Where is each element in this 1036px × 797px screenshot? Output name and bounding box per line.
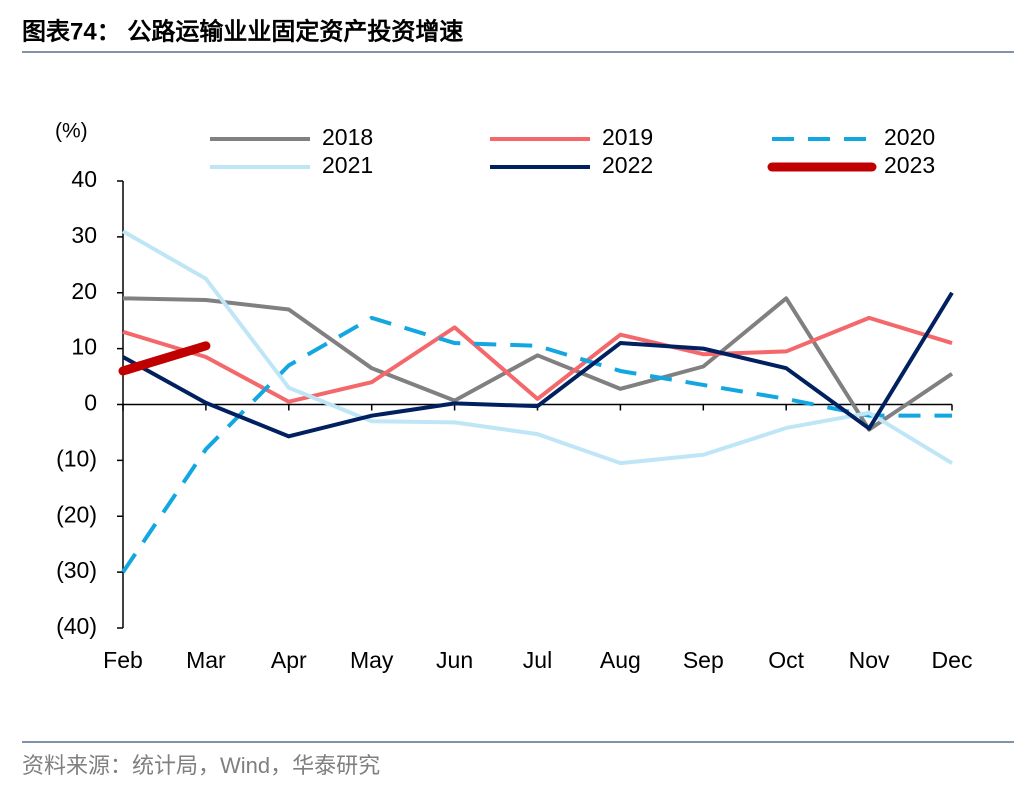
legend-label: 2018	[322, 124, 373, 150]
legend-label: 2020	[884, 124, 935, 150]
series-line	[122, 291, 954, 439]
y-tick-label: (30)	[56, 557, 97, 583]
x-tick-label: Oct	[768, 647, 804, 673]
legend-label: 2021	[322, 152, 373, 178]
y-unit: (%)	[55, 120, 88, 143]
x-tick-label: Sep	[683, 647, 724, 673]
x-tick-label: Feb	[103, 647, 143, 673]
series-line	[122, 315, 953, 404]
x-tick-label: Dec	[932, 647, 973, 673]
x-tick-label: May	[350, 647, 394, 673]
y-tick-label: 20	[71, 278, 97, 304]
chart-title: 图表74： 公路运输业业固定资产投资增速	[22, 17, 463, 45]
y-tick-label: (10)	[56, 445, 97, 471]
y-tick-label: 40	[71, 166, 97, 192]
series-line	[122, 229, 954, 466]
y-tick-label: (20)	[56, 501, 97, 527]
source: 资料来源：统计局，Wind，华泰研究	[22, 753, 380, 778]
legend-label: 2023	[884, 152, 935, 178]
legend-label: 2022	[602, 152, 653, 178]
series-line	[118, 341, 211, 376]
y-tick-label: 0	[84, 390, 97, 416]
x-tick-label: Aug	[600, 647, 641, 673]
y-tick-label: (40)	[56, 613, 97, 639]
x-tick-label: Mar	[186, 647, 226, 673]
x-tick-label: Jun	[436, 647, 473, 673]
x-tick-label: Jul	[523, 647, 552, 673]
y-tick-label: 10	[71, 334, 97, 360]
x-tick-label: Apr	[271, 647, 307, 673]
y-tick-label: 30	[71, 222, 97, 248]
legend-label: 2019	[602, 124, 653, 150]
series-line	[121, 315, 952, 574]
x-tick-label: Nov	[849, 647, 890, 673]
